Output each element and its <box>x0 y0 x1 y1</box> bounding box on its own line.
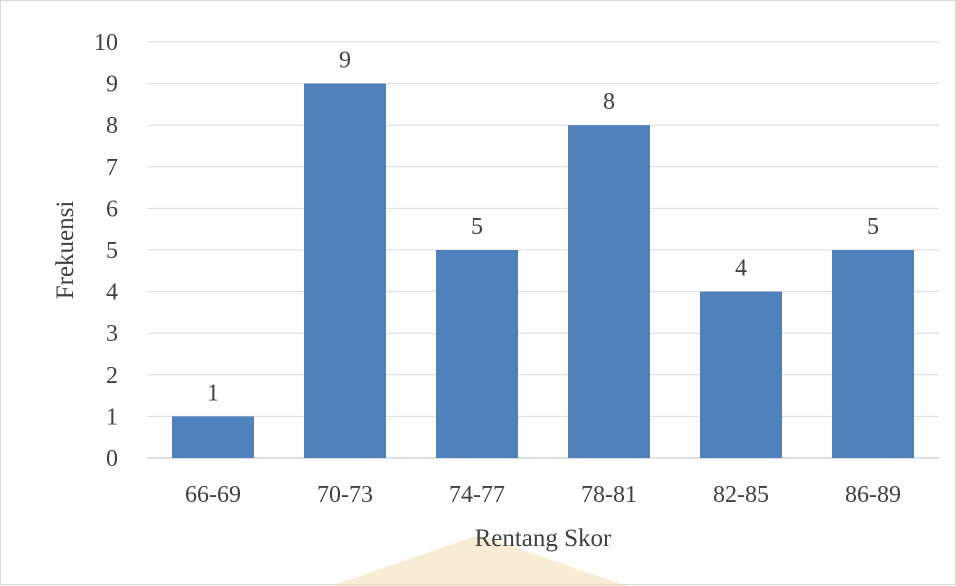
bars <box>172 83 914 458</box>
bar-74-77 <box>436 250 518 458</box>
y-tick-label: 0 <box>106 446 118 472</box>
x-tick-label: 82-85 <box>713 482 769 508</box>
bar-86-89 <box>832 250 914 458</box>
y-tick-label: 3 <box>106 321 118 347</box>
bar-82-85 <box>700 291 782 458</box>
y-tick-label: 9 <box>106 72 118 98</box>
y-tick-label: 2 <box>106 363 118 389</box>
data-labels: 1 9 5 8 4 5 <box>207 48 879 407</box>
gridlines <box>147 41 939 459</box>
bar-78-81 <box>568 125 650 458</box>
data-label: 1 <box>207 380 219 406</box>
y-tick-label: 1 <box>106 404 118 430</box>
y-tick-label: 7 <box>106 155 118 181</box>
watermark-logo <box>331 535 627 586</box>
y-tick-label: 4 <box>106 280 118 306</box>
x-tick-label: 78-81 <box>581 482 637 508</box>
x-tick-label: 70-73 <box>317 482 373 508</box>
y-axis-ticks: 0 1 2 3 4 5 6 7 8 9 10 <box>94 30 118 472</box>
x-tick-label: 74-77 <box>449 482 505 508</box>
x-tick-label: 86-89 <box>845 482 901 508</box>
x-axis-ticks: 66-69 70-73 74-77 78-81 82-85 86-89 <box>185 482 901 508</box>
data-label: 8 <box>603 89 615 115</box>
data-label: 5 <box>867 214 879 240</box>
data-label: 5 <box>471 214 483 240</box>
y-tick-label: 5 <box>106 238 118 264</box>
data-label: 4 <box>735 256 747 282</box>
y-tick-label: 10 <box>94 30 118 56</box>
bar-66-69 <box>172 416 254 458</box>
x-tick-label: 66-69 <box>185 482 241 508</box>
y-tick-label: 6 <box>106 196 118 222</box>
y-tick-label: 8 <box>106 113 118 139</box>
data-label: 9 <box>339 48 351 74</box>
y-axis-title: Frekuensi <box>52 201 79 300</box>
bar-70-73 <box>304 83 386 458</box>
x-axis-title: Rentang Skor <box>475 525 612 552</box>
